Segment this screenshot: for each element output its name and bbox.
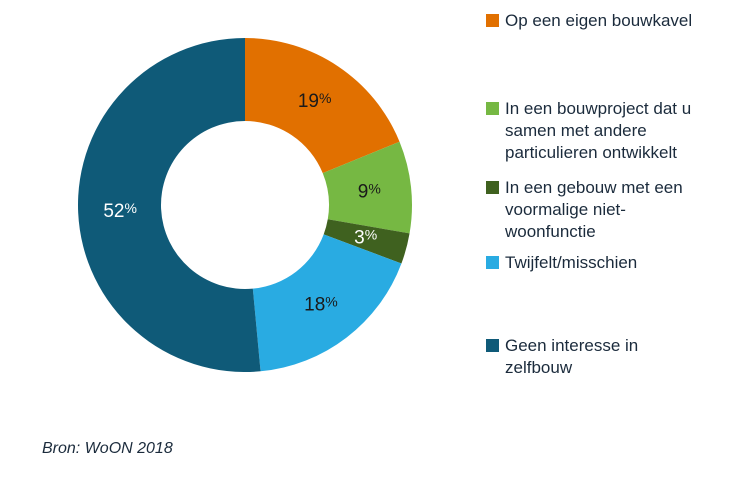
slice-value-label-1: 9%: [358, 180, 381, 202]
slice-value-label-2: 3%: [354, 227, 377, 249]
slice-value-label-4: 52%: [103, 200, 137, 222]
legend-item-label: Geen interesse in zelfbouw: [505, 336, 639, 377]
donut-chart-svg: 19% 9% 3% 18% 52%: [77, 37, 412, 372]
legend-swatch-icon: [486, 256, 499, 269]
donut-slice-3: [252, 234, 402, 372]
donut-slice-2: [323, 219, 410, 264]
legend-item-1: In een bouwproject dat u samen met andere…: [486, 98, 691, 164]
slice-value-label-0: 19%: [298, 90, 332, 112]
legend-swatch-icon: [486, 181, 499, 194]
legend-item-label: In een gebouw met een voormalige niet-woo…: [505, 178, 683, 241]
legend-item-label: Op een eigen bouwkavel: [505, 11, 693, 30]
legend-swatch-icon: [486, 339, 499, 352]
legend-swatch-icon: [486, 102, 499, 115]
legend-item-3: Twijfelt/misschien: [486, 252, 637, 274]
legend-item-4: Geen interesse in zelfbouw: [486, 335, 638, 379]
slice-value-label-3: 18%: [304, 293, 338, 315]
legend-item-0: Op een eigen bouwkavel: [486, 10, 692, 32]
legend-item-2: In een gebouw met een voormalige niet-woo…: [486, 177, 683, 243]
donut-slice-1: [322, 141, 412, 234]
source-note: Bron: WoON 2018: [42, 440, 173, 457]
donut-slice-0: [245, 37, 400, 174]
donut-slice-4: [77, 38, 261, 372]
legend-item-label: In een bouwproject dat u samen met andere…: [505, 99, 692, 162]
legend-swatch-icon: [486, 14, 499, 27]
donut-chart: 19% 9% 3% 18% 52%: [45, 5, 445, 405]
legend-item-label: Twijfelt/misschien: [505, 253, 638, 272]
